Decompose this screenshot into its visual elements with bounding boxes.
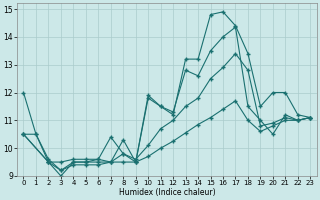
X-axis label: Humidex (Indice chaleur): Humidex (Indice chaleur): [119, 188, 215, 197]
